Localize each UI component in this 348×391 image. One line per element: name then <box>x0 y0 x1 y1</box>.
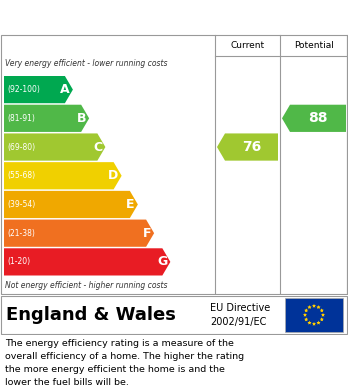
Polygon shape <box>312 304 316 308</box>
Text: E: E <box>126 198 135 211</box>
Polygon shape <box>4 248 170 276</box>
Text: EU Directive
2002/91/EC: EU Directive 2002/91/EC <box>210 303 270 326</box>
Polygon shape <box>303 313 307 317</box>
Text: F: F <box>143 227 151 240</box>
Text: G: G <box>157 255 167 268</box>
Polygon shape <box>4 191 138 218</box>
Text: England & Wales: England & Wales <box>6 306 176 324</box>
Polygon shape <box>4 133 105 161</box>
Text: Very energy efficient - lower running costs: Very energy efficient - lower running co… <box>5 59 167 68</box>
Polygon shape <box>307 305 311 309</box>
Text: (21-38): (21-38) <box>7 229 35 238</box>
Polygon shape <box>321 313 325 317</box>
Text: D: D <box>108 169 119 182</box>
Polygon shape <box>282 105 346 132</box>
Polygon shape <box>4 220 154 247</box>
Text: B: B <box>77 112 86 125</box>
Polygon shape <box>4 162 121 189</box>
Text: Not energy efficient - higher running costs: Not energy efficient - higher running co… <box>5 282 167 291</box>
FancyBboxPatch shape <box>285 298 343 332</box>
Text: Potential: Potential <box>294 41 334 50</box>
Text: Energy Efficiency Rating: Energy Efficiency Rating <box>69 9 279 25</box>
Polygon shape <box>4 105 89 132</box>
Text: (69-80): (69-80) <box>7 143 35 152</box>
Text: 88: 88 <box>308 111 328 126</box>
Text: The energy efficiency rating is a measure of the
overall efficiency of a home. T: The energy efficiency rating is a measur… <box>5 339 244 387</box>
Text: (39-54): (39-54) <box>7 200 35 209</box>
Polygon shape <box>304 317 308 321</box>
Text: 76: 76 <box>242 140 261 154</box>
Polygon shape <box>316 321 321 325</box>
Polygon shape <box>304 308 308 312</box>
Polygon shape <box>316 305 321 309</box>
Polygon shape <box>307 321 311 325</box>
Text: A: A <box>60 83 70 96</box>
Text: (81-91): (81-91) <box>7 114 35 123</box>
Text: C: C <box>93 140 102 154</box>
Polygon shape <box>217 133 278 161</box>
Polygon shape <box>320 308 324 312</box>
Polygon shape <box>4 76 73 103</box>
Text: (55-68): (55-68) <box>7 171 35 180</box>
Text: (1-20): (1-20) <box>7 257 30 266</box>
Polygon shape <box>312 322 316 326</box>
Text: (92-100): (92-100) <box>7 85 40 94</box>
Text: Current: Current <box>230 41 264 50</box>
Polygon shape <box>320 317 324 321</box>
